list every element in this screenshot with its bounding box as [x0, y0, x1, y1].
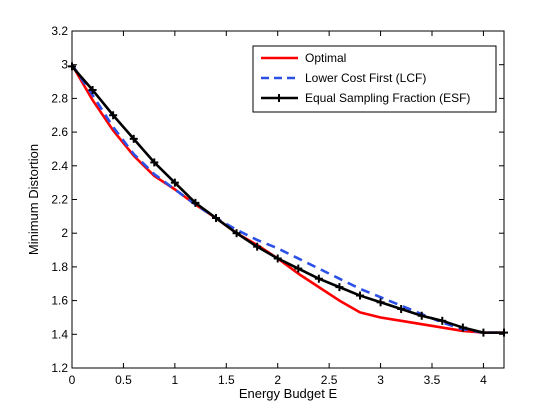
- data-point-marker: [479, 328, 488, 337]
- y-tick-label: 2.4: [51, 159, 68, 173]
- legend-item: Equal Sampling Fraction (ESF): [261, 91, 470, 105]
- legend-item: Lower Cost First (LCF): [261, 71, 426, 85]
- data-point-marker: [294, 264, 303, 273]
- y-axis-label: Minimum Distortion: [26, 144, 41, 255]
- legend-label: Equal Sampling Fraction (ESF): [305, 91, 470, 105]
- data-point-marker: [438, 316, 447, 325]
- legend-label: Optimal: [305, 51, 346, 65]
- data-point-marker: [88, 85, 97, 94]
- y-tick-label: 1.6: [51, 294, 68, 308]
- series-layer: [68, 62, 508, 337]
- data-point-marker: [458, 323, 467, 332]
- x-tick-label: 0: [69, 373, 76, 387]
- ticks-layer: 0 0.5 1 1.5 2 2.5 3 3.5 4 1.2 1.4 1.6 1.8 2 2.2 2.4 2.6 2…: [51, 24, 504, 387]
- legend-label: Lower Cost First (LCF): [305, 71, 426, 85]
- data-point-marker: [253, 242, 262, 251]
- data-point-marker: [232, 229, 241, 238]
- data-point-marker: [417, 311, 426, 320]
- x-tick-label: 1.5: [218, 373, 235, 387]
- x-tick-label: 2: [274, 373, 281, 387]
- data-point-marker: [273, 254, 282, 263]
- y-tick-label: 1.2: [51, 361, 68, 375]
- data-point-marker: [191, 198, 200, 207]
- data-point-marker: [314, 274, 323, 283]
- data-point-marker: [170, 178, 179, 187]
- data-point-marker: [212, 214, 220, 223]
- x-axis-label: Energy Budget E: [239, 386, 338, 401]
- data-point-marker: [335, 283, 344, 292]
- y-tick-label: 1.8: [51, 260, 68, 274]
- x-tick-label: 3.5: [424, 373, 441, 387]
- x-tick-label: 0.5: [115, 373, 132, 387]
- data-point-marker: [109, 111, 118, 120]
- x-tick-label: 3: [377, 373, 384, 387]
- y-tick-label: 3: [61, 58, 68, 72]
- x-tick-label: 1: [172, 373, 179, 387]
- series-3: [68, 62, 508, 337]
- x-tick-label: 2.5: [321, 373, 338, 387]
- y-tick-label: 2.8: [51, 91, 68, 105]
- legend: Optimal Lower Cost First (LCF) Equal Sampl…: [252, 45, 497, 113]
- legend-item: Optimal: [261, 51, 346, 65]
- data-point-marker: [150, 158, 159, 167]
- y-tick-label: 3.2: [51, 24, 68, 38]
- x-tick-label: 4: [480, 373, 487, 387]
- data-point-marker: [356, 291, 364, 300]
- y-tick-label: 2: [61, 226, 68, 240]
- data-point-marker: [397, 305, 406, 314]
- y-tick-label: 2.6: [51, 125, 68, 139]
- data-point-marker: [376, 298, 385, 307]
- y-tick-label: 2.2: [51, 193, 68, 207]
- y-tick-label: 1.4: [51, 327, 68, 341]
- series-line: [71, 65, 504, 334]
- data-point-marker: [129, 134, 138, 143]
